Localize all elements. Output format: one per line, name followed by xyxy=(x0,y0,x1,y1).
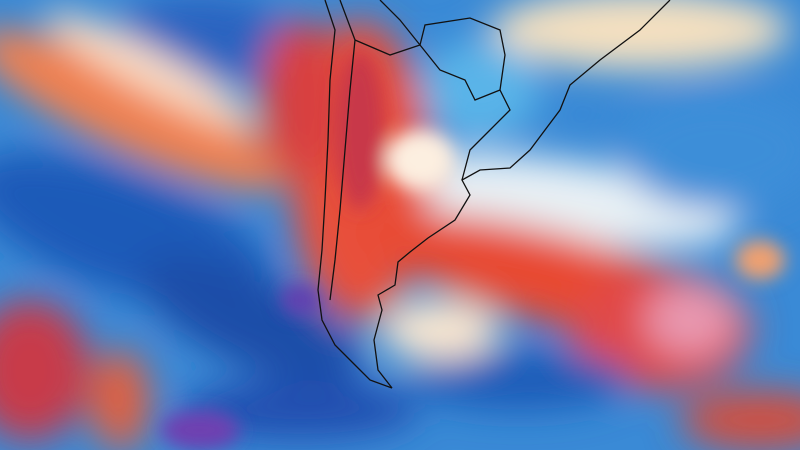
east-coast xyxy=(373,0,671,389)
coastlines xyxy=(317,0,671,389)
northern-borders xyxy=(354,17,511,181)
west-coast xyxy=(317,0,393,389)
paraguay-border xyxy=(419,44,501,101)
temperature-detail xyxy=(160,50,785,450)
bolivia-border xyxy=(379,0,421,46)
